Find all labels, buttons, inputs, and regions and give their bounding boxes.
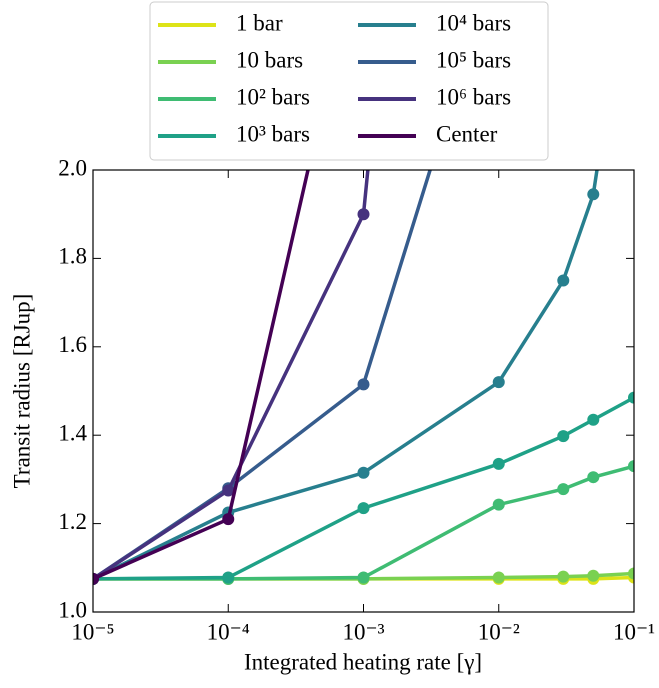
- data-point: [587, 188, 600, 201]
- legend-label: 10³ bars: [236, 121, 310, 146]
- legend-label: 10⁶ bars: [436, 84, 511, 109]
- data-point: [587, 569, 600, 582]
- data-point: [492, 498, 505, 511]
- plot-area: [93, 170, 634, 585]
- data-point: [357, 502, 370, 515]
- data-point: [492, 457, 505, 470]
- data-point: [357, 208, 370, 221]
- legend-label: 1 bar: [236, 10, 283, 35]
- x-tick-label: 10⁻³: [342, 619, 384, 644]
- x-tick-label: 10⁻⁴: [207, 619, 250, 644]
- y-tick-label: 1.0: [58, 597, 87, 622]
- data-point: [222, 484, 235, 497]
- data-point: [557, 483, 570, 496]
- y-tick-label: 1.4: [58, 420, 87, 445]
- data-point: [587, 471, 600, 484]
- data-point: [492, 376, 505, 389]
- y-tick-label: 1.8: [58, 244, 87, 269]
- plot-frame: [92, 169, 635, 613]
- legend-label: 10 bars: [236, 47, 303, 72]
- legend-box: [149, 1, 549, 161]
- series-line: [93, 170, 370, 581]
- data-point: [557, 570, 570, 583]
- data-point: [222, 571, 235, 584]
- y-axis-label: Transit radius [RJup]: [9, 294, 34, 489]
- data-point: [492, 571, 505, 584]
- data-point: [557, 430, 570, 443]
- legend-label: 10⁵ bars: [436, 47, 511, 72]
- x-tick-label: 10⁻⁵: [71, 619, 114, 644]
- x-tick-label: 10⁻¹: [613, 619, 655, 644]
- data-point: [357, 466, 370, 479]
- y-tick-label: 2.0: [58, 155, 87, 180]
- data-point: [628, 391, 634, 404]
- y-tick-label: 1.2: [58, 509, 87, 534]
- legend-label: Center: [436, 121, 498, 146]
- data-point: [557, 274, 570, 287]
- data-point: [357, 378, 370, 391]
- y-tick-label: 1.6: [58, 332, 87, 357]
- x-axis-label: Integrated heating rate [γ]: [244, 649, 482, 674]
- data-point: [357, 571, 370, 584]
- legend-label: 10⁴ bars: [436, 10, 511, 35]
- series-line: [93, 396, 634, 581]
- data-point: [222, 513, 235, 526]
- data-point: [628, 460, 634, 473]
- x-tick-label: 10⁻²: [478, 619, 520, 644]
- data-point: [93, 572, 99, 585]
- legend-label: 10² bars: [236, 84, 310, 109]
- data-point: [587, 413, 600, 426]
- data-point: [628, 567, 634, 580]
